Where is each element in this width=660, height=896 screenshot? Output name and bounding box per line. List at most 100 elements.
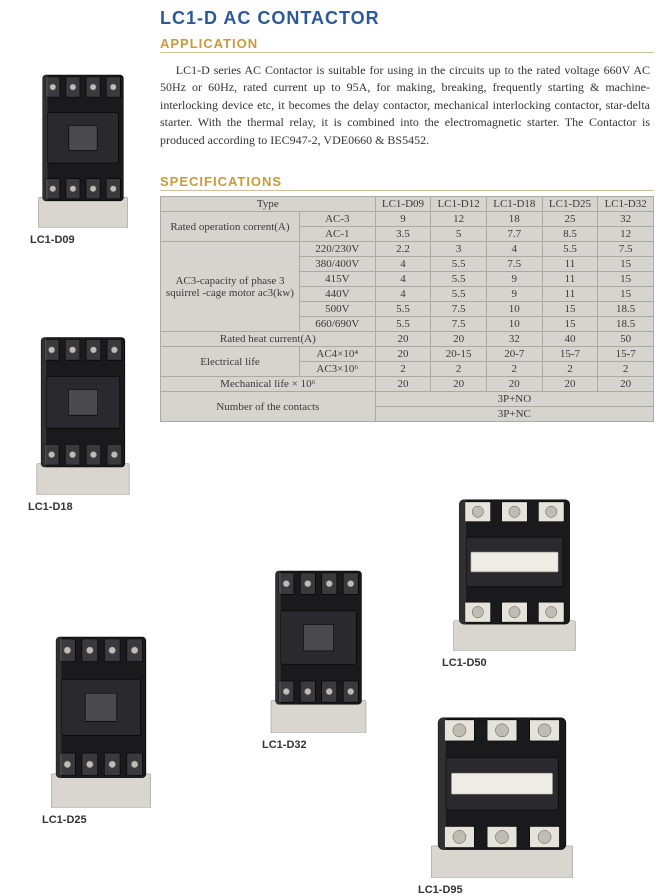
table-cell: 11 — [542, 272, 598, 287]
table-cell: 20 — [598, 377, 654, 392]
table-header: Type — [161, 197, 376, 212]
table-cell: 2 — [431, 362, 487, 377]
table-cell: 9 — [486, 287, 542, 302]
table-cell: 3P+NC — [375, 407, 653, 422]
table-sub-label: 660/690V — [299, 317, 375, 332]
table-cell: 25 — [542, 212, 598, 227]
table-sub-label: 380/400V — [299, 257, 375, 272]
table-cell: 5.5 — [375, 317, 431, 332]
table-cell: 10 — [486, 302, 542, 317]
product-caption: LC1-D50 — [442, 657, 587, 669]
product-caption: LC1-D25 — [42, 814, 160, 826]
product-lc1-d50: LC1-D50 — [442, 483, 587, 669]
table-cell: 32 — [486, 332, 542, 347]
table-header: LC1-D18 — [486, 197, 542, 212]
table-cell: 20-15 — [431, 347, 487, 362]
table-cell: 11 — [542, 287, 598, 302]
table-row-label: Rated operation corrent(A) — [161, 212, 300, 242]
table-header: LC1-D12 — [431, 197, 487, 212]
table-cell: 20-7 — [486, 347, 542, 362]
table-sub-label: AC-3 — [299, 212, 375, 227]
table-sub-label: 500V — [299, 302, 375, 317]
table-cell: 5.5 — [431, 257, 487, 272]
table-cell: 20 — [431, 332, 487, 347]
table-cell: 3 — [431, 242, 487, 257]
table-cell: 18 — [486, 212, 542, 227]
product-lc1-d18: LC1-D18 — [28, 320, 138, 513]
table-cell: 20 — [542, 377, 598, 392]
specifications-header: SPECIFICATIONS — [160, 174, 660, 189]
table-sub-label: AC3×10⁶ — [299, 362, 375, 377]
table-cell: 11 — [542, 257, 598, 272]
table-cell: 50 — [598, 332, 654, 347]
table-cell: 2 — [486, 362, 542, 377]
table-header: LC1-D25 — [542, 197, 598, 212]
table-cell: 12 — [598, 227, 654, 242]
product-lc1-d95: LC1-D95 — [418, 700, 586, 896]
table-cell: 4 — [375, 272, 431, 287]
table-cell: 5.5 — [375, 302, 431, 317]
table-cell: 3.5 — [375, 227, 431, 242]
table-cell: 2.2 — [375, 242, 431, 257]
table-row-label: Number of the contacts — [161, 392, 376, 422]
table-cell: 10 — [486, 317, 542, 332]
table-cell: 2 — [598, 362, 654, 377]
table-cell: 5.5 — [431, 287, 487, 302]
table-cell: 32 — [598, 212, 654, 227]
table-cell: 3P+NO — [375, 392, 653, 407]
table-cell: 18.5 — [598, 302, 654, 317]
table-row-label: Mechanical life × 10⁶ — [161, 377, 376, 392]
table-cell: 15-7 — [542, 347, 598, 362]
table-cell: 7.5 — [598, 242, 654, 257]
product-image — [418, 700, 586, 878]
table-cell: 7.5 — [431, 317, 487, 332]
application-text: LC1-D series AC Contactor is suitable fo… — [160, 62, 650, 149]
spec-table: TypeLC1-D09LC1-D12LC1-D18LC1-D25LC1-D32R… — [160, 196, 654, 422]
product-image — [30, 58, 136, 228]
divider — [160, 190, 654, 191]
table-sub-label: AC-1 — [299, 227, 375, 242]
table-cell: 20 — [375, 377, 431, 392]
table-header: LC1-D32 — [598, 197, 654, 212]
table-cell: 2 — [375, 362, 431, 377]
product-image — [262, 553, 375, 733]
table-cell: 18.5 — [598, 317, 654, 332]
page-title: LC1-D AC CONTACTOR — [160, 8, 380, 29]
application-header: APPLICATION — [160, 36, 660, 51]
table-cell: 15 — [542, 302, 598, 317]
table-cell: 5.5 — [542, 242, 598, 257]
table-row-label: Rated heat current(A) — [161, 332, 376, 347]
table-cell: 15 — [598, 287, 654, 302]
table-cell: 7.5 — [486, 257, 542, 272]
table-cell: 2 — [542, 362, 598, 377]
table-cell: 7.5 — [431, 302, 487, 317]
table-row-label: Electrical life — [161, 347, 300, 377]
table-cell: 8.5 — [542, 227, 598, 242]
product-image — [28, 320, 138, 495]
table-cell: 20 — [375, 347, 431, 362]
table-cell: 15 — [598, 272, 654, 287]
table-cell: 40 — [542, 332, 598, 347]
table-cell: 5 — [431, 227, 487, 242]
table-cell: 20 — [375, 332, 431, 347]
product-caption: LC1-D32 — [262, 739, 375, 751]
table-cell: 9 — [375, 212, 431, 227]
table-sub-label: 415V — [299, 272, 375, 287]
product-lc1-d25: LC1-D25 — [42, 618, 160, 826]
table-sub-label: 440V — [299, 287, 375, 302]
product-caption: LC1-D09 — [30, 234, 136, 246]
table-sub-label: AC4×10⁴ — [299, 347, 375, 362]
product-image — [442, 483, 587, 651]
table-cell: 4 — [375, 287, 431, 302]
table-cell: 20 — [486, 377, 542, 392]
table-cell: 9 — [486, 272, 542, 287]
table-cell: 15-7 — [598, 347, 654, 362]
divider — [160, 52, 654, 53]
table-sub-label: 220/230V — [299, 242, 375, 257]
table-cell: 7.7 — [486, 227, 542, 242]
table-cell: 5.5 — [431, 272, 487, 287]
table-row-label: AC3-capacity of phase 3 squirrel -cage m… — [161, 242, 300, 332]
table-cell: 15 — [542, 317, 598, 332]
product-lc1-d32: LC1-D32 — [262, 553, 375, 751]
table-cell: 15 — [598, 257, 654, 272]
